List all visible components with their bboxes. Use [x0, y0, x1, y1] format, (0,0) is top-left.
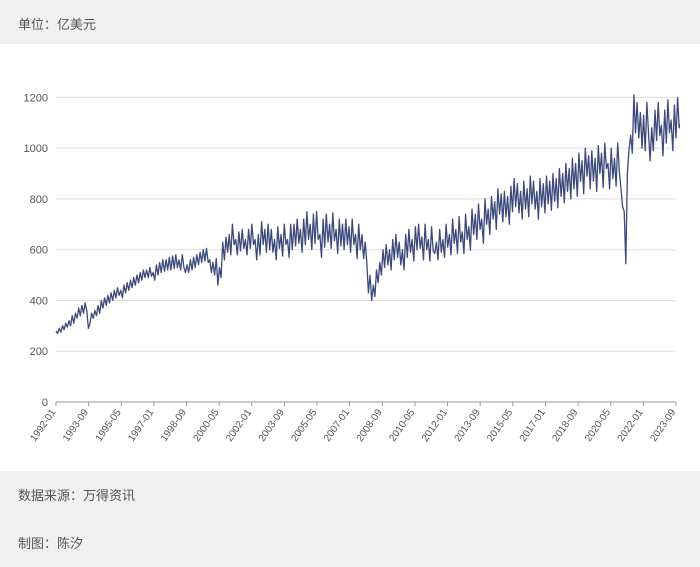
svg-text:2017-01: 2017-01 [518, 407, 548, 444]
svg-text:2005-05: 2005-05 [289, 407, 319, 444]
svg-text:2023-09: 2023-09 [648, 407, 678, 444]
svg-text:1993-09: 1993-09 [61, 407, 91, 444]
svg-text:2000-05: 2000-05 [192, 407, 222, 444]
author-footer: 制图：陈汐 [0, 519, 700, 567]
svg-text:600: 600 [30, 245, 48, 257]
svg-text:2003-09: 2003-09 [257, 407, 287, 444]
chart-container: 0 200 400 600 800 1000 1200 1992-011993-091995-… [0, 44, 700, 471]
svg-text:200: 200 [30, 346, 48, 358]
svg-text:1000: 1000 [24, 143, 48, 155]
unit-label: 单位：亿美元 [18, 17, 96, 32]
svg-text:2022-01: 2022-01 [616, 407, 646, 444]
svg-text:1995-05: 1995-05 [94, 407, 124, 444]
source-label: 数据来源：万得资讯 [18, 488, 135, 503]
line-chart: 0 200 400 600 800 1000 1200 1992-011993-091995-… [8, 54, 680, 460]
svg-text:2020-05: 2020-05 [583, 407, 613, 444]
svg-text:2008-09: 2008-09 [355, 407, 385, 444]
svg-text:1997-01: 1997-01 [126, 407, 156, 444]
svg-text:1998-09: 1998-09 [159, 407, 189, 444]
svg-text:800: 800 [30, 194, 48, 206]
svg-text:2007-01: 2007-01 [322, 407, 352, 444]
unit-header: 单位：亿美元 [0, 0, 700, 44]
svg-text:2015-05: 2015-05 [485, 407, 515, 444]
svg-text:2002-01: 2002-01 [224, 407, 254, 444]
svg-text:2010-05: 2010-05 [387, 407, 417, 444]
author-label: 制图：陈汐 [18, 536, 83, 551]
source-footer: 数据来源：万得资讯 [0, 471, 700, 519]
svg-text:400: 400 [30, 295, 48, 307]
svg-text:1200: 1200 [24, 92, 48, 104]
svg-text:0: 0 [42, 397, 48, 409]
svg-text:1992-01: 1992-01 [28, 407, 58, 444]
svg-text:2012-01: 2012-01 [420, 407, 450, 444]
svg-text:2018-09: 2018-09 [551, 407, 581, 444]
svg-text:2013-09: 2013-09 [453, 407, 483, 444]
